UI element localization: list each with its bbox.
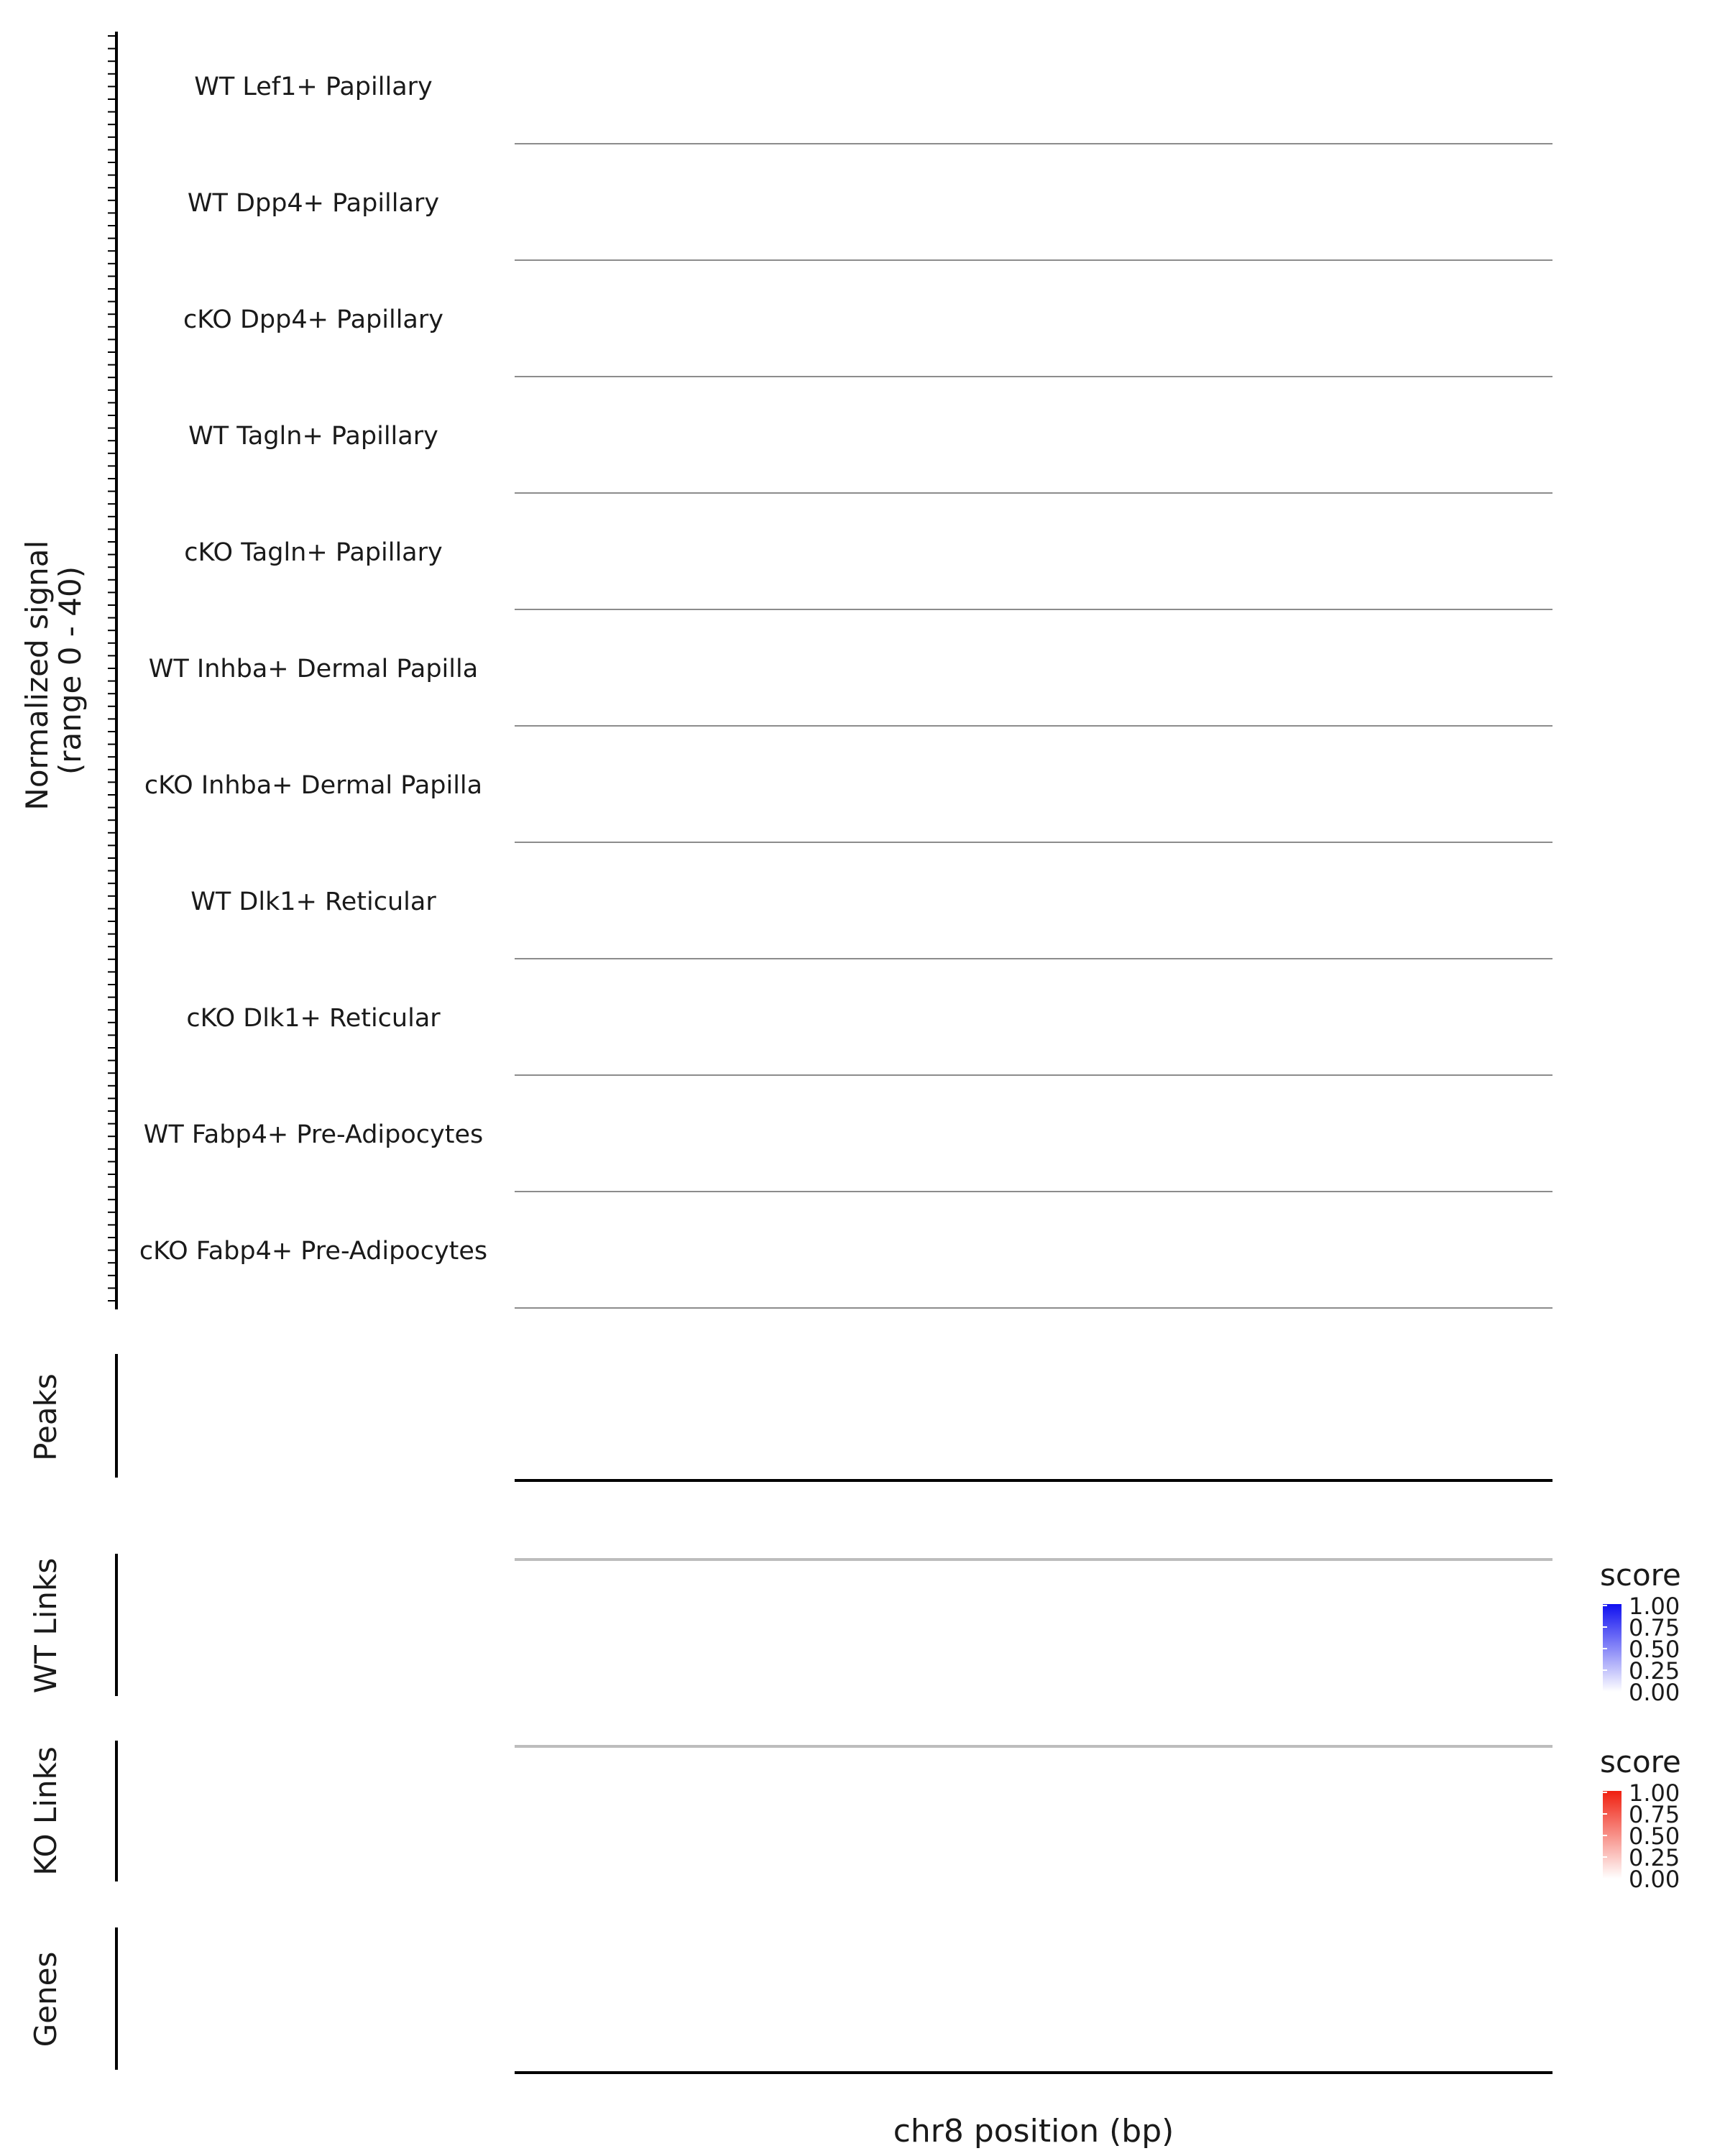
coverage-track: WT Dpp4+ Papillary: [188, 189, 1552, 261]
wt-links-legend-title: score: [1600, 1557, 1681, 1593]
ko-links-y-label: KO Links: [28, 1746, 63, 1876]
legend-break-label: 0.00: [1629, 1866, 1680, 1893]
peaks-panel: Peaks 112012000112014000112016000: [28, 1354, 1552, 1482]
ko-links-legend-labels: 1.000.750.500.250.00: [1603, 1779, 1680, 1893]
wt-links-panel: WT Links score 1.000.750.500.250.00: [28, 1554, 1681, 1706]
legend-break-label: 0.50: [1629, 1823, 1680, 1850]
track-label: cKO Fabp4+ Pre-Adipocytes: [139, 1237, 487, 1266]
coverage-y-label-line-2: (range 0 - 40): [52, 566, 88, 775]
peaks-y-label: Peaks: [28, 1373, 63, 1461]
legend-break-label: 1.00: [1629, 1593, 1680, 1620]
coverage-track: WT Lef1+ Papillary: [194, 73, 1552, 144]
genes-panel: Genes Gm6793Terf2ipKars 1120120001120140…: [28, 1927, 1552, 2150]
track-label: WT Dpp4+ Papillary: [188, 189, 439, 218]
ko-links-panel: KO Links score 1.000.750.500.250.00: [28, 1741, 1681, 1893]
wt-links-y-label: WT Links: [28, 1558, 63, 1693]
legend-break-label: 0.75: [1629, 1801, 1680, 1828]
track-label: cKO Dlk1+ Reticular: [186, 1004, 441, 1033]
track-label: WT Inhba+ Dermal Papilla: [149, 655, 478, 683]
legend-break-label: 0.75: [1629, 1614, 1680, 1641]
legend-break-label: 0.00: [1629, 1679, 1680, 1706]
coverage-track: WT Fabp4+ Pre-Adipocytes: [144, 1120, 1552, 1192]
ko-links-legend-title: score: [1600, 1744, 1681, 1779]
coverage-track: cKO Fabp4+ Pre-Adipocytes: [139, 1237, 1552, 1309]
genes-y-label: Genes: [28, 1952, 63, 2047]
coverage-track: WT Dlk1+ Reticular: [190, 888, 1552, 959]
ko-links-legend: score 1.000.750.500.250.00: [1600, 1744, 1681, 1893]
coverage-y-label-line-1: Normalized signal: [19, 540, 55, 811]
coverage-y-ticks: [108, 35, 116, 1302]
track-label: WT Lef1+ Papillary: [194, 73, 433, 101]
track-label: WT Tagln+ Papillary: [188, 422, 438, 451]
x-axis-title: chr8 position (bp): [893, 2113, 1174, 2150]
coverage-panel: Normalized signal (range 0 - 40) WT Lef1…: [19, 32, 1552, 1309]
legend-break-label: 0.50: [1629, 1636, 1680, 1663]
coverage-track: WT Inhba+ Dermal Papilla: [149, 655, 1552, 727]
legend-break-label: 0.25: [1629, 1844, 1680, 1871]
track-label: WT Dlk1+ Reticular: [190, 888, 436, 916]
wt-links-legend: score 1.000.750.500.250.00: [1600, 1557, 1681, 1706]
track-label: cKO Dpp4+ Papillary: [183, 305, 443, 334]
track-label: cKO Inhba+ Dermal Papilla: [144, 771, 482, 800]
coverage-tracks: WT Lef1+ Papillary WT Dpp4+ Papillary cKO …: [139, 73, 1552, 1309]
legend-break-label: 1.00: [1629, 1779, 1680, 1807]
coverage-track: cKO Dlk1+ Reticular: [186, 1004, 1552, 1076]
coverage-y-label: Normalized signal (range 0 - 40): [19, 530, 88, 810]
track-label: WT Fabp4+ Pre-Adipocytes: [144, 1120, 483, 1149]
coverage-track: cKO Inhba+ Dermal Papilla: [144, 771, 1552, 843]
track-label: cKO Tagln+ Papillary: [184, 538, 443, 567]
coverage-track: WT Tagln+ Papillary: [188, 422, 1552, 494]
coverage-track: cKO Dpp4+ Papillary: [183, 305, 1552, 377]
coverage-track: cKO Tagln+ Papillary: [184, 538, 1552, 610]
legend-break-label: 0.25: [1629, 1657, 1680, 1685]
wt-links-legend-labels: 1.000.750.500.250.00: [1603, 1593, 1680, 1706]
